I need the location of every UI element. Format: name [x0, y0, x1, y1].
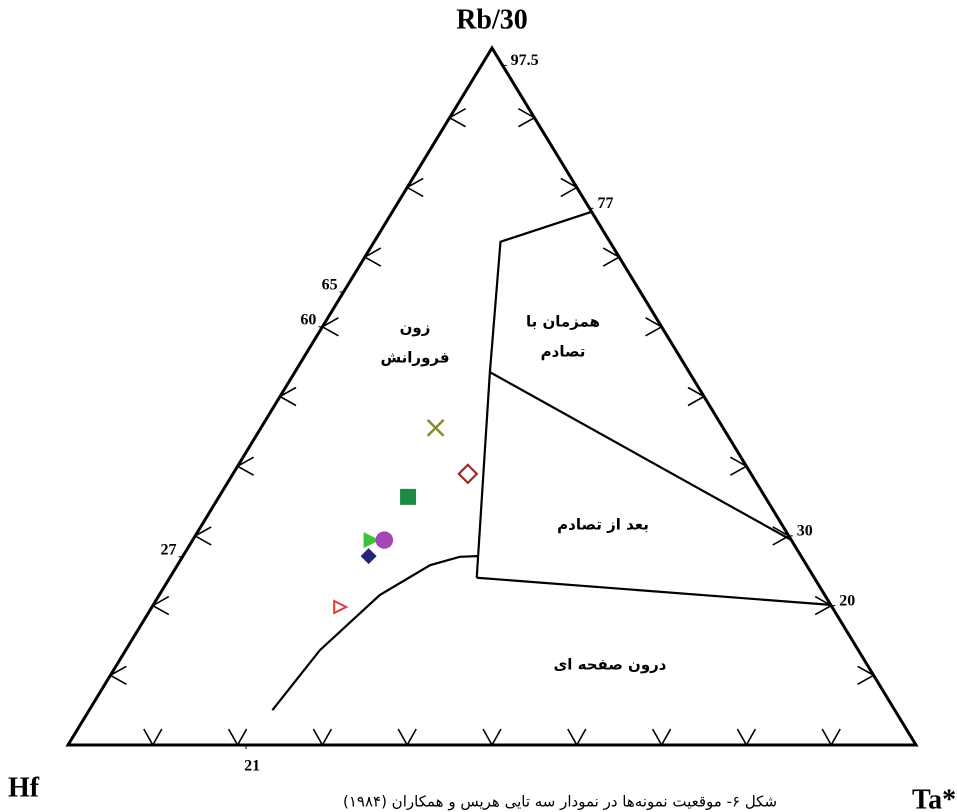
field-boundary [475, 210, 592, 578]
right-label: Ta*3 [912, 784, 957, 812]
bottom-tick-label: 21 [244, 758, 260, 775]
tick-chevron [447, 108, 466, 128]
tick-chevron [560, 177, 579, 198]
tick-chevron [278, 386, 297, 407]
field-label: فرورانش [380, 349, 449, 367]
left-tick-label: 60 [300, 311, 316, 328]
tick-chevron [651, 728, 672, 747]
tick-chevron [312, 728, 333, 747]
field-label: درون صفحه ای [554, 656, 667, 674]
tick-chevron [193, 526, 212, 546]
field-label: تصادم [541, 343, 586, 361]
tick-chevron [143, 728, 163, 747]
tick-chevron [730, 456, 749, 476]
right-tick-label: 30 [797, 523, 813, 540]
right-tick-label: 20 [839, 592, 855, 609]
tick-chevron [602, 247, 621, 267]
tick-chevron [397, 728, 417, 747]
tick-chevron [151, 595, 170, 616]
field-label: بعد از تصادم [557, 516, 649, 534]
point [375, 531, 393, 549]
point [426, 418, 445, 437]
field-boundary [489, 371, 792, 542]
field-boundary [476, 576, 831, 606]
triangle-frame [65, 45, 919, 747]
left-tick-label: 65 [322, 277, 338, 294]
tick-chevron [235, 456, 254, 476]
tick-chevron [687, 386, 706, 407]
right-tick-label: 97.5 [511, 52, 539, 69]
point [333, 599, 349, 615]
top-label: Rb/30 [456, 4, 528, 35]
tick-chevron [736, 728, 757, 747]
tick-chevron [645, 317, 664, 337]
tick-chevron [482, 728, 502, 747]
right-tick-label: 77 [598, 195, 614, 212]
point [457, 463, 479, 485]
left-label: Hf [8, 772, 40, 803]
tick-chevron [227, 728, 248, 747]
caption: شکل ۶- موقعیت نمونه‌ها در نمودار سه تایی… [343, 793, 777, 811]
left-tick-label: 27 [160, 541, 176, 558]
tick-chevron [857, 665, 876, 685]
tick-chevron [405, 177, 424, 198]
point [400, 488, 417, 505]
tick-chevron [108, 665, 127, 685]
point [360, 548, 377, 565]
tick-chevron [518, 108, 537, 128]
point [363, 532, 380, 549]
field-boundary [271, 555, 478, 711]
tick-chevron [363, 247, 382, 267]
tick-chevron [567, 728, 587, 747]
field-label: همزمان با [526, 313, 600, 331]
tick-chevron [821, 728, 841, 747]
field-label: زون [400, 319, 431, 337]
